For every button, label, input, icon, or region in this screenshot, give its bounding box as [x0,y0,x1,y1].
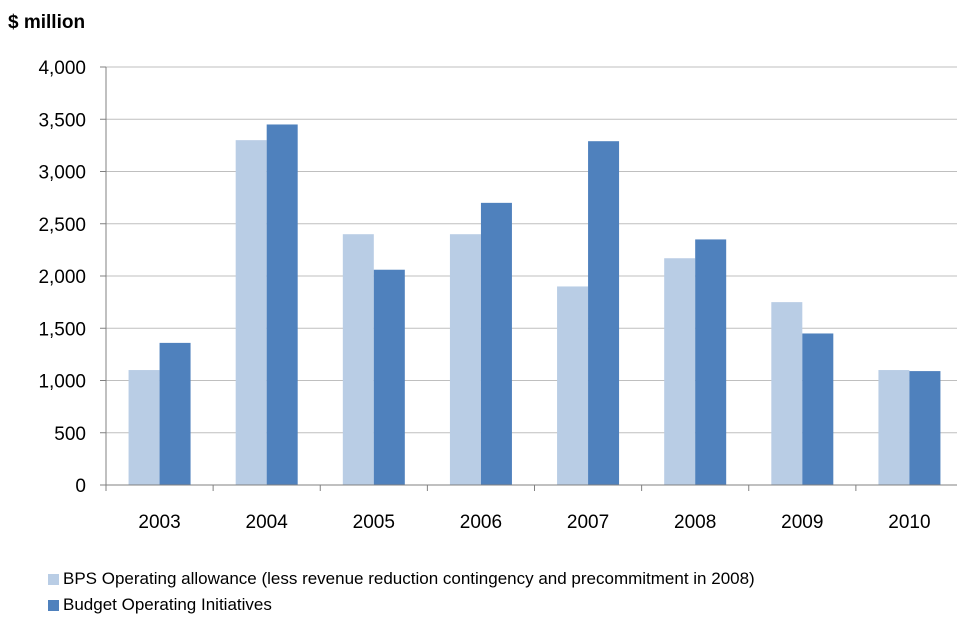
x-tick-label: 2010 [888,512,930,533]
y-tick-label: 2,500 [38,215,86,236]
x-tick-label: 2006 [460,512,502,533]
y-tick-label: 3,000 [38,163,86,184]
x-tick-label: 2009 [781,512,823,533]
x-axis [100,66,957,491]
bar-bps-2009 [771,302,803,485]
legend-item-budget: Budget Operating Initiatives [48,592,755,618]
x-tick-label: 2005 [353,512,395,533]
legend-swatch-bps [48,573,59,585]
y-tick-label: 3,500 [38,110,86,131]
y-tick-label: 500 [54,424,86,445]
legend-label-budget: Budget Operating Initiatives [63,595,272,614]
bar-budget-2004 [266,124,298,485]
bar-budget-2005 [373,269,405,485]
x-tick-label: 2008 [674,512,716,533]
bar-budget-2008 [695,239,727,485]
legend: BPS Operating allowance (less revenue re… [48,566,755,618]
bar-budget-2009 [802,333,834,485]
legend-item-bps: BPS Operating allowance (less revenue re… [48,566,755,592]
bar-bps-2007 [557,286,589,485]
y-axis-label: $ million [8,12,85,33]
bar-bps-2004 [235,140,267,485]
x-tick-label: 2003 [138,512,180,533]
bar-budget-2010 [909,371,941,485]
y-tick-label: 4,000 [38,58,86,79]
x-tick-labels: 2003 2004 2005 2006 2007 2008 2009 2010 [138,512,930,533]
y-tick-label: 2,000 [38,267,86,288]
legend-label-bps: BPS Operating allowance (less revenue re… [63,569,755,588]
x-tick-label: 2007 [567,512,609,533]
legend-swatch-budget [48,599,59,611]
y-tick-labels: 0 500 1,000 1,500 2,000 2,500 3,000 3,500 4,000 [38,58,86,497]
y-tick-label: 0 [75,476,86,497]
bar-bps-2006 [449,234,481,485]
bar-bps-2010 [878,370,910,485]
y-tick-label: 1,000 [38,372,86,393]
y-tick-label: 1,500 [38,319,86,340]
bar-bps-2008 [664,258,696,485]
bar-bps-2003 [128,370,160,485]
bars [128,124,941,485]
bar-budget-2007 [588,141,620,485]
x-tick-label: 2004 [246,512,289,533]
bar-bps-2005 [342,234,374,485]
bar-budget-2003 [159,342,191,485]
bar-budget-2006 [480,202,512,485]
